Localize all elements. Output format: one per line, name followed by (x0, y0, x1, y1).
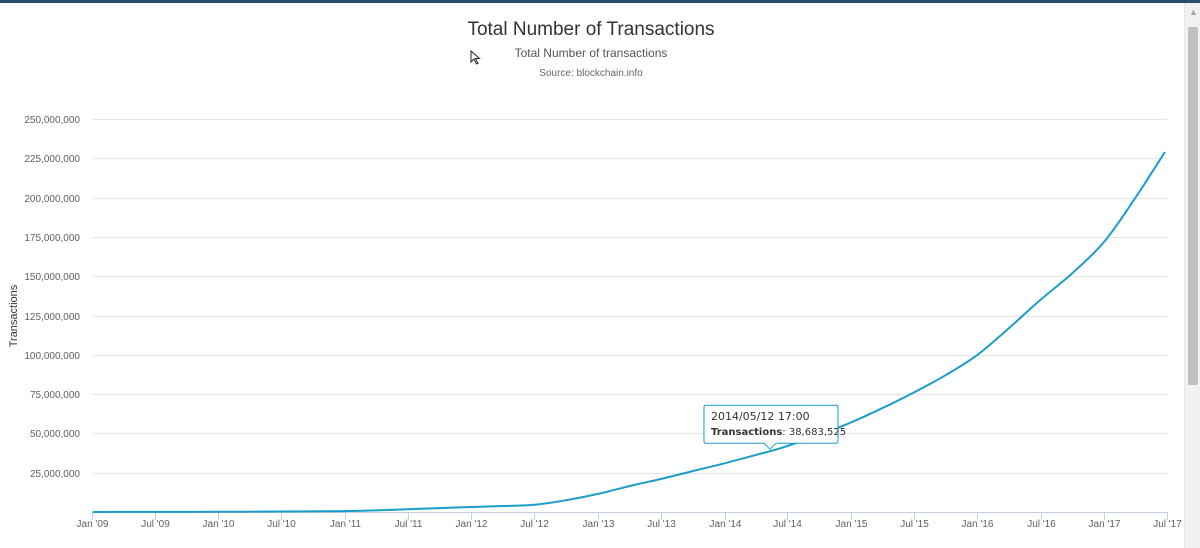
y-tick-label: 25,000,000 (30, 469, 80, 480)
tooltip-value-line: Transactions: 38,683,525 (711, 427, 846, 438)
x-tick-label: Jan '17 (1089, 519, 1121, 530)
x-tick-label: Jul '11 (395, 519, 423, 530)
y-tick-label: 200,000,000 (24, 194, 80, 205)
y-tick-label: 250,000,000 (24, 115, 80, 126)
y-axis-ticks: 25,000,000 50,000,000 75,000,000 100,000,00… (24, 115, 80, 480)
tooltip-box (703, 404, 839, 450)
series-layer (92, 151, 1166, 513)
y-tick-label: 125,000,000 (24, 312, 80, 323)
y-tick-label: 50,000,000 (30, 429, 80, 440)
x-tick-label: Jul '10 (267, 519, 296, 530)
x-tick-label: Jul '14 (773, 519, 802, 530)
chart-title: Total Number of Transactions (467, 19, 714, 40)
y-tick-label: 175,000,000 (24, 233, 80, 244)
y-tick-label: 150,000,000 (24, 272, 80, 283)
y-tick-label: 75,000,000 (30, 390, 80, 401)
grid-lines (92, 119, 1167, 513)
chevron-up-icon[interactable]: ▲ (1189, 7, 1198, 17)
x-tick-label: Jul '12 (520, 519, 549, 530)
y-axis-title: Transactions (8, 284, 20, 347)
x-tick-label: Jan '14 (710, 519, 742, 530)
x-tick-label: Jan '09 (77, 519, 109, 530)
x-axis-ticks: Jan '09 Jul '09 Jan '10 Jul '10 Jan '11 Jul '… (77, 512, 1182, 530)
chart-subtitle: Total Number of transactions (515, 46, 668, 60)
tooltip-series-label: Transactions (711, 427, 782, 438)
x-tick-label: Jan '13 (583, 519, 615, 530)
x-tick-label: Jan '10 (203, 519, 235, 530)
tooltip: 2014/05/12 17:00 Transactions: 38,683,52… (703, 404, 846, 450)
mouse-pointer-icon (470, 50, 481, 65)
x-tick-label: Jul '13 (647, 519, 676, 530)
y-tick-label: 225,000,000 (24, 154, 80, 165)
transactions-series-line (92, 151, 1166, 513)
y-tick-label: 100,000,000 (24, 351, 80, 362)
x-tick-label: Jul '15 (900, 519, 929, 530)
scrollbar-thumb[interactable] (1188, 27, 1198, 385)
x-tick-label: Jul '16 (1027, 519, 1056, 530)
chart-source: Source: blockchain.info (539, 68, 643, 79)
top-accent-bar (0, 0, 1200, 3)
tooltip-date: 2014/05/12 17:00 (711, 410, 810, 423)
x-tick-label: Jan '12 (456, 519, 488, 530)
vertical-scrollbar[interactable]: ▲ (1184, 3, 1200, 548)
x-tick-label: Jul '09 (141, 519, 170, 530)
tooltip-value: : 38,683,525 (782, 427, 846, 438)
x-tick-label: Jan '15 (836, 519, 868, 530)
x-tick-label: Jul '17 (1153, 519, 1182, 530)
x-tick-label: Jan '11 (330, 519, 362, 530)
x-tick-label: Jan '16 (962, 519, 994, 530)
